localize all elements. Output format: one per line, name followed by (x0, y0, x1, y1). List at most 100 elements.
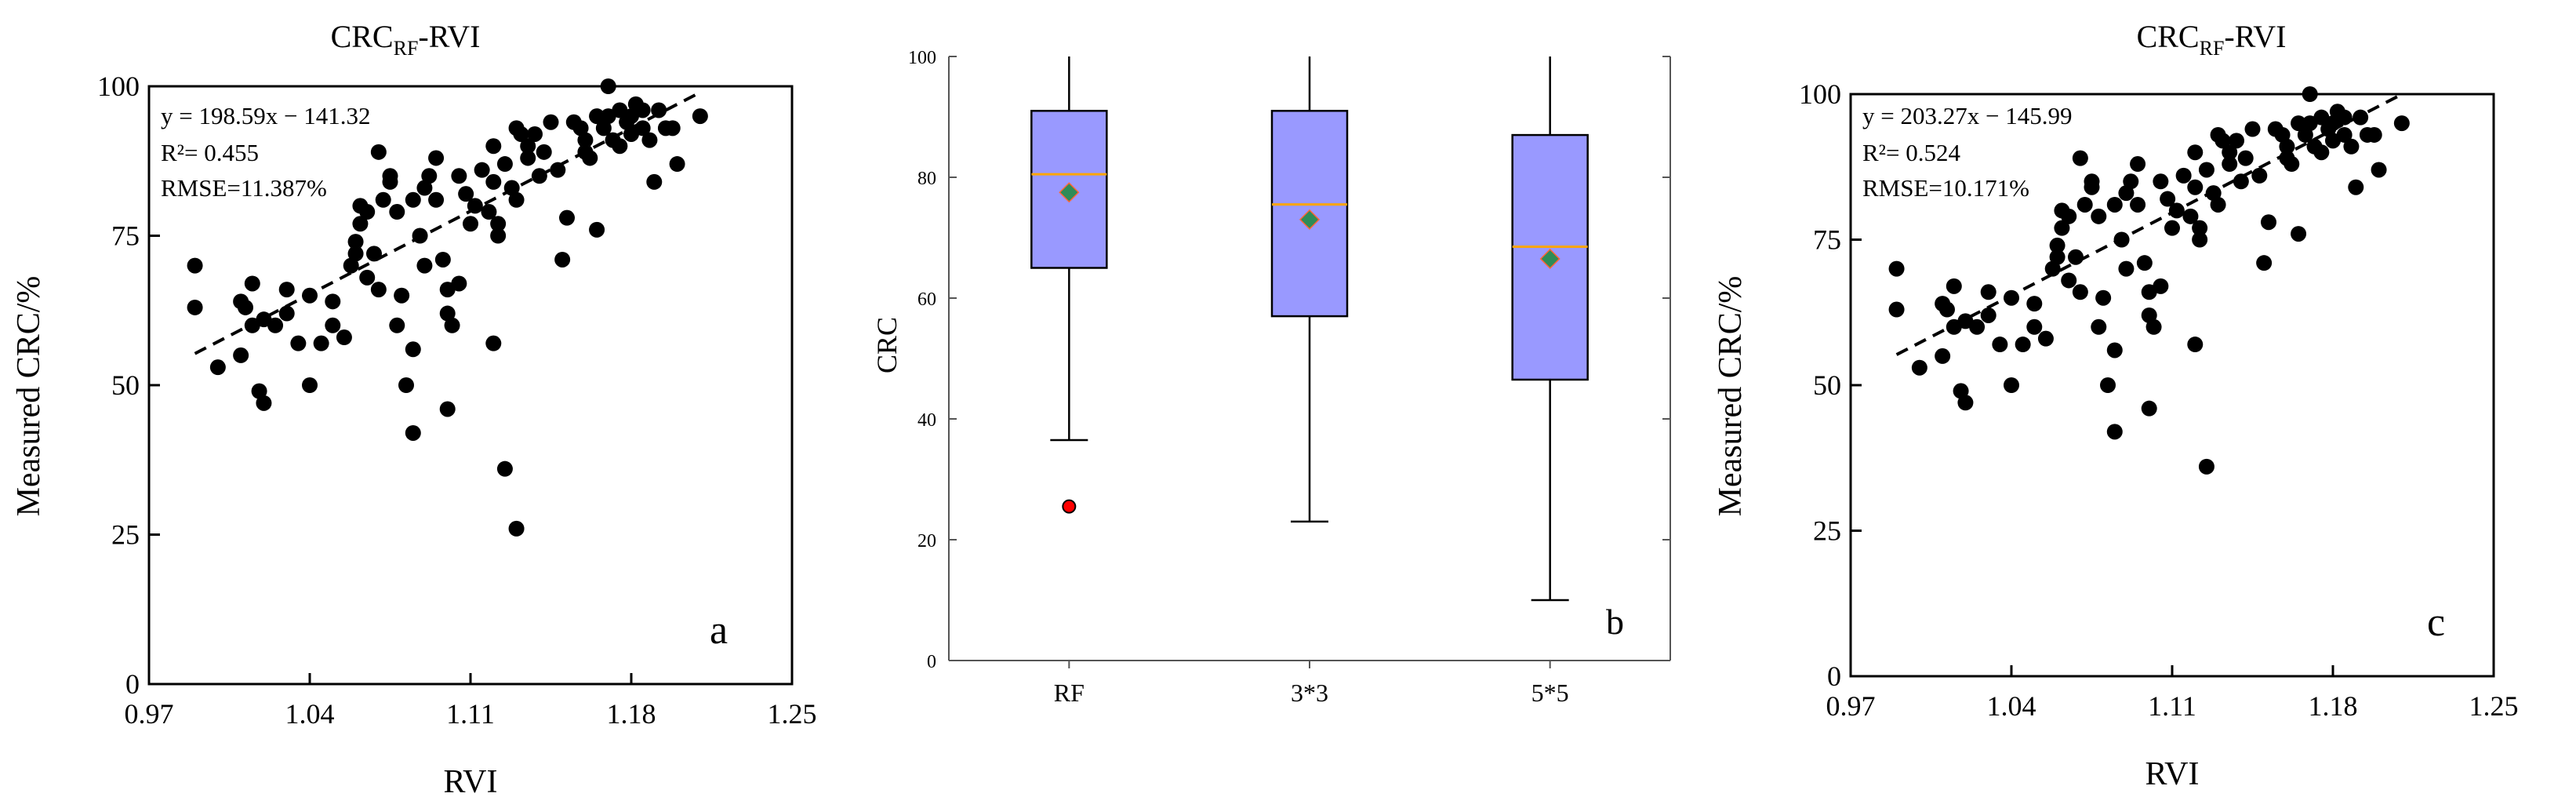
panel-a-xlabel: RVI (444, 764, 498, 800)
panel-c-point (2175, 167, 2192, 184)
panel-b-mean-marker (1059, 182, 1080, 203)
panel-b-xtick-label: RF (1054, 679, 1085, 707)
panel-a-point (359, 204, 376, 220)
panel-a-point (439, 401, 456, 417)
panel-a-point (536, 144, 552, 160)
panel-c-xlabel: RVI (2145, 756, 2200, 792)
panel-c-point (2145, 318, 2162, 335)
panel-c-point (2302, 86, 2318, 102)
panel-c-point (2343, 138, 2360, 155)
panel-c-ytick-label: 50 (1813, 369, 1841, 401)
panel-c-point (1888, 260, 1905, 277)
panel-a-point (595, 120, 612, 136)
panel-a-title-tail: -RVI (418, 19, 480, 54)
panel-a-ylabel: Measured CRC/% (11, 276, 47, 517)
panel-a-equation: y = 198.59x − 141.32 (161, 102, 370, 129)
panel-c-point (2130, 156, 2146, 173)
panel-c-plot: 0.97 1.04 1.11 1.18 1.25 0 25 50 75 100 (1799, 78, 2519, 722)
panel-c-point (1980, 284, 1996, 300)
panel-c-r2: R²= 0.524 (1862, 139, 1960, 166)
panel-c-point (2130, 196, 2146, 213)
panel-a-point (543, 114, 559, 130)
panel-a-point (508, 520, 525, 537)
panel-a-title-sub: RF (394, 37, 419, 60)
panel-a-point (485, 173, 502, 190)
panel-a-point (508, 191, 525, 208)
panel-c-point (2279, 138, 2295, 155)
panel-a-point (520, 150, 536, 166)
panel-c-point (2072, 284, 2088, 300)
panel-a-point (238, 299, 253, 315)
panel-c-point (2192, 220, 2208, 236)
panel-a-point (428, 191, 445, 208)
panel-b-xtick-label: 3*3 (1291, 679, 1328, 707)
panel-c-point (2336, 126, 2353, 143)
panel-c-title-main: CRC (2137, 19, 2200, 54)
panel-c-point (2291, 226, 2307, 242)
panel-c-point (1969, 318, 1986, 335)
panel-a-point (496, 460, 513, 477)
panel-c-point (2004, 377, 2019, 393)
panel-c-point (2393, 115, 2410, 132)
panel-c-xtick-label: 1.04 (1987, 690, 2036, 722)
panel-c-point (2164, 220, 2180, 236)
panel-c: CRCRF-RVI 0.97 1.04 1.11 1.18 1.25 0 25 50 75 100… (1713, 19, 2519, 792)
panel-c-point (2153, 173, 2169, 190)
panel-c-fit-line (1895, 93, 2403, 356)
panel-a-point (527, 126, 543, 142)
panel-c-ytick-label: 100 (1799, 78, 1841, 110)
panel-c-equation: y = 203.27x − 145.99 (1862, 102, 2072, 129)
panel-a-xtick-label: 1.04 (285, 698, 335, 730)
panel-c-ylabel: Measured CRC/% (1713, 276, 1749, 517)
panel-c-point (1980, 307, 1996, 323)
panel-c-letter: c (2427, 600, 2445, 645)
panel-c-point (2061, 272, 2077, 289)
panel-a-xtick-label: 0.97 (125, 698, 174, 730)
panel-a-point (474, 162, 490, 178)
panel-c-point (2198, 162, 2214, 178)
panel-a-point (589, 221, 605, 238)
panel-a-point (669, 156, 685, 173)
panel-a-point (325, 317, 341, 333)
panel-c-point (2015, 337, 2031, 353)
panel-a-point (582, 150, 598, 166)
panel-a-point (290, 335, 307, 351)
panel-a-point (646, 173, 663, 190)
panel-c-point (2100, 377, 2116, 393)
panel-c-point (2187, 337, 2204, 353)
panel-c-point (2348, 179, 2364, 195)
panel-a-point (458, 186, 474, 202)
panel-a-point (382, 168, 398, 184)
panel-c-point (2095, 289, 2112, 306)
panel-a-title: CRCRF-RVI (331, 19, 481, 60)
panel-a-ytick-label: 50 (111, 369, 140, 401)
panel-c-point (2251, 167, 2268, 184)
panel-c-point (2068, 249, 2084, 265)
panel-c-ytick-label: 0 (1827, 661, 1841, 692)
panel-a-point (600, 78, 616, 94)
panel-c-point (2106, 424, 2123, 440)
panel-a-point (352, 216, 369, 232)
panel-b-ytick-label: 0 (927, 652, 936, 672)
panel-a-point (278, 282, 295, 298)
panel-c-point (2076, 196, 2093, 213)
panel-c-point (1888, 301, 1905, 318)
panel-a-point (370, 144, 387, 160)
panel-a-point (394, 287, 410, 304)
panel-c-xtick-label: 0.97 (1826, 690, 1876, 722)
panel-a-point (559, 209, 575, 226)
panel-c-point (2244, 121, 2261, 137)
panel-a-point (490, 216, 507, 232)
panel-c-point (2237, 150, 2254, 166)
panel-a-point (589, 108, 605, 125)
panel-b-ytick-label: 40 (917, 410, 936, 431)
panel-b-mean-marker (1539, 248, 1560, 270)
panel-a-xtick-label: 1.25 (768, 698, 817, 730)
panel-a-point (405, 424, 421, 441)
panel-c-point (2091, 208, 2107, 224)
panel-a-point (375, 191, 391, 208)
panel-a-point (463, 216, 478, 232)
panel-b-plot: 0 20 40 60 80 100 RF 3*3 5*5 (908, 48, 1671, 707)
panel-c-point (2182, 208, 2199, 224)
panel-c-point (2187, 144, 2204, 161)
